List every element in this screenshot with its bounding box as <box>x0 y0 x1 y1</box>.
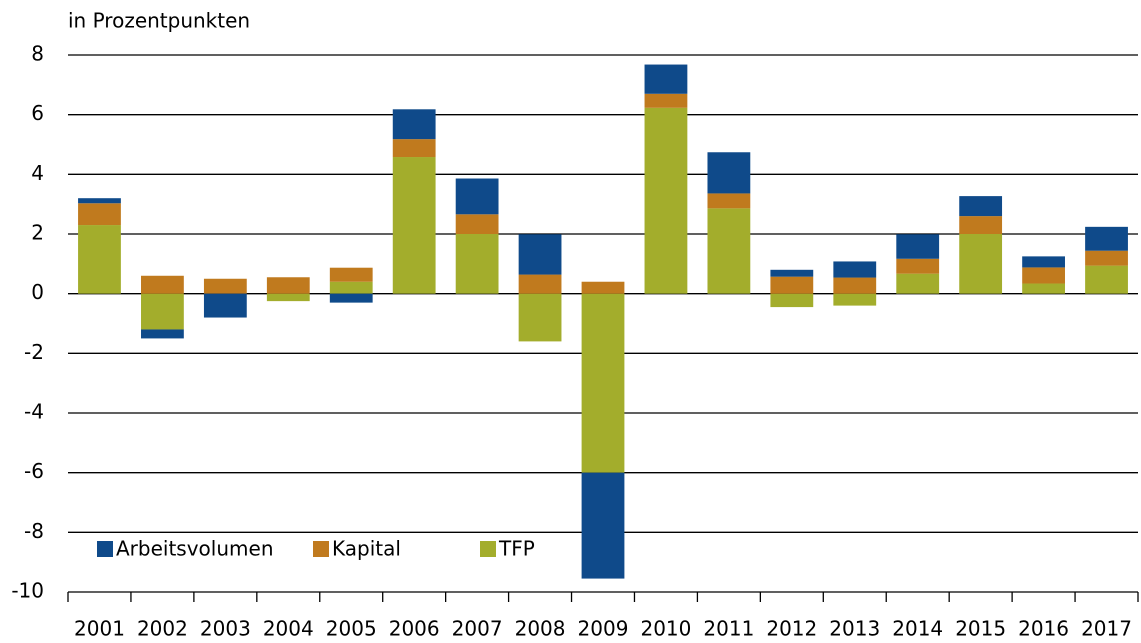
bar-segment <box>707 152 751 194</box>
bar-segment <box>833 261 877 278</box>
bar-segment <box>833 293 877 306</box>
bar-segment <box>959 196 1003 217</box>
y-tick-label: 8 <box>31 42 44 66</box>
legend-label: TFP <box>498 537 535 561</box>
y-tick-label: -4 <box>24 400 44 424</box>
bar-segment <box>455 234 499 294</box>
bar-segment <box>644 107 688 294</box>
bar-segment <box>707 193 751 209</box>
bar-segment <box>392 157 436 294</box>
bar-segment <box>1085 265 1128 294</box>
bar-segment <box>141 293 184 330</box>
y-tick-label: -8 <box>24 519 44 543</box>
bar-segment <box>1022 267 1065 284</box>
bar-segment <box>1022 256 1065 268</box>
legend-label: Kapital <box>332 537 401 561</box>
bar-segment <box>392 109 436 140</box>
bar-segment <box>644 64 688 94</box>
y-tick-label: -2 <box>24 340 44 364</box>
bar-segment <box>203 293 247 318</box>
bar-segment <box>896 234 940 259</box>
bar-segment <box>329 267 373 282</box>
x-tick-label: 2012 <box>766 617 817 641</box>
y-tick-label: 6 <box>31 101 44 125</box>
x-tick-label: 2005 <box>326 617 377 641</box>
bar-segment <box>78 198 121 204</box>
x-tick-label: 2015 <box>955 617 1006 641</box>
bar-segment <box>581 472 625 579</box>
legend-swatch <box>97 541 113 557</box>
x-tick-label: 2014 <box>892 617 943 641</box>
bar-segment <box>581 293 625 473</box>
bar-segment <box>644 93 688 108</box>
x-tick-label: 2006 <box>389 617 440 641</box>
bar-segment <box>329 293 373 303</box>
bar-segment <box>1085 226 1128 251</box>
y-tick-label: -10 <box>11 579 44 603</box>
bar-segment <box>770 269 814 277</box>
bar-segment <box>770 293 814 308</box>
x-tick-label: 2001 <box>74 617 125 641</box>
bar-segment <box>329 281 373 294</box>
bar-segment <box>518 293 562 342</box>
legend-swatch <box>313 541 329 557</box>
bar-segment <box>896 273 940 294</box>
bar-segment <box>518 274 562 294</box>
x-tick-label: 2007 <box>452 617 503 641</box>
y-tick-label: 4 <box>31 161 44 185</box>
bar-segment <box>518 234 562 275</box>
bar-segment <box>581 281 625 294</box>
y-tick-label: 2 <box>31 221 44 245</box>
bar-segment <box>266 293 310 302</box>
x-tick-label: 2003 <box>200 617 251 641</box>
bar-segment <box>896 258 940 274</box>
bar-segment <box>455 214 499 234</box>
bar-segment <box>78 203 121 226</box>
y-tick-label: -6 <box>24 459 44 483</box>
bar-segment <box>770 276 814 294</box>
x-tick-label: 2016 <box>1018 617 1069 641</box>
legend-swatch <box>480 541 496 557</box>
y-tick-label: 0 <box>31 280 44 304</box>
bar-segment <box>392 139 436 158</box>
bar-segment <box>959 234 1003 294</box>
bar-segment <box>1022 283 1065 294</box>
x-tick-label: 2002 <box>137 617 188 641</box>
legend-label: Arbeitsvolumen <box>116 537 274 561</box>
x-tick-label: 2011 <box>703 617 754 641</box>
x-tick-label: 2009 <box>578 617 629 641</box>
bar-segment <box>266 277 310 294</box>
x-tick-label: 2013 <box>829 617 880 641</box>
bar-segment <box>78 225 121 294</box>
bar-segment <box>203 278 247 294</box>
bar-segment <box>707 208 751 294</box>
bar-segment <box>141 329 184 339</box>
bar-segment <box>141 275 184 294</box>
bar-segment <box>1085 250 1128 266</box>
bar-segment <box>959 216 1003 234</box>
x-tick-label: 2004 <box>263 617 314 641</box>
bar-segment <box>455 178 499 215</box>
x-tick-label: 2017 <box>1081 617 1132 641</box>
bar-segment <box>833 277 877 294</box>
x-tick-label: 2008 <box>515 617 566 641</box>
x-tick-label: 2010 <box>640 617 691 641</box>
y-axis-label: in Prozentpunkten <box>68 9 250 33</box>
